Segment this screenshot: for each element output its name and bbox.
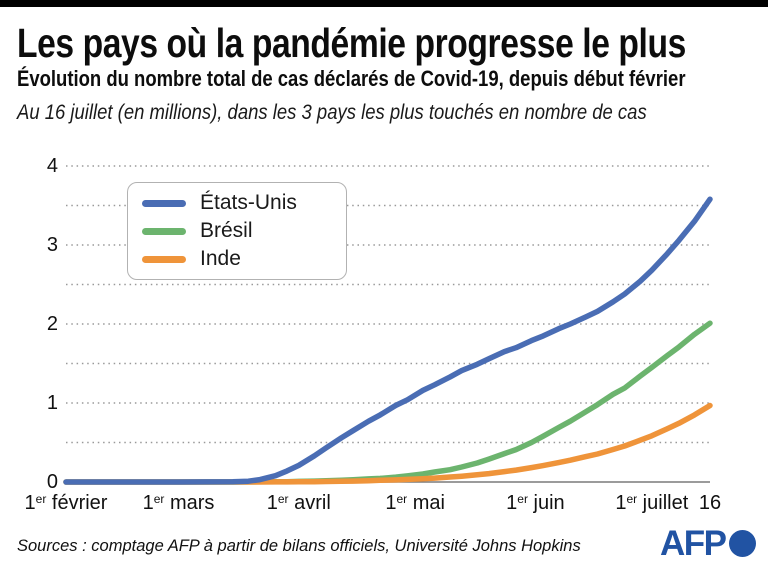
legend-item-Brésil: Brésil <box>142 219 346 243</box>
x-axis-label: 1er mars <box>142 492 215 514</box>
legend-item-Inde: Inde <box>142 247 346 271</box>
x-axis-label: 1er avril <box>266 492 331 514</box>
legend-label: États-Unis <box>200 191 297 214</box>
x-axis-label: 1er juin <box>506 492 565 514</box>
legend-swatch-icon <box>142 227 186 235</box>
chart-note: Au 16 juillet (en millions), dans les 3 … <box>17 101 647 124</box>
x-axis-label: 1er juillet <box>615 492 689 514</box>
y-axis-label: 0 <box>46 471 58 493</box>
chart-subtitle: Évolution du nombre total de cas déclaré… <box>17 66 686 91</box>
legend-label: Brésil <box>200 219 253 242</box>
x-axis-label: 16 <box>698 492 722 514</box>
x-axis-label: 1er mai <box>385 492 445 514</box>
top-black-bar <box>0 0 768 7</box>
legend-swatch-icon <box>142 255 186 263</box>
series-line-Inde <box>63 402 713 485</box>
page-title: Les pays où la pandémie progresse le plu… <box>17 20 686 66</box>
legend-item-États-Unis: États-Unis <box>142 191 346 215</box>
legend-swatch-icon <box>142 199 186 207</box>
chart-legend: États-Unis Brésil Inde <box>127 182 347 280</box>
y-axis-label: 4 <box>46 155 58 177</box>
y-axis-label: 3 <box>46 234 58 256</box>
afp-logo: AFP <box>660 524 756 563</box>
afp-logo-circle-icon <box>728 530 756 557</box>
sources-text: Sources : comptage AFP à partir de bilan… <box>17 537 581 555</box>
legend-label: Inde <box>200 247 241 270</box>
afp-logo-text: AFP <box>660 524 727 563</box>
x-axis-label: 1er février <box>24 492 108 514</box>
series-line-États-Unis <box>63 196 713 485</box>
y-axis-label: 2 <box>46 313 58 335</box>
y-axis-label: 1 <box>46 392 58 414</box>
